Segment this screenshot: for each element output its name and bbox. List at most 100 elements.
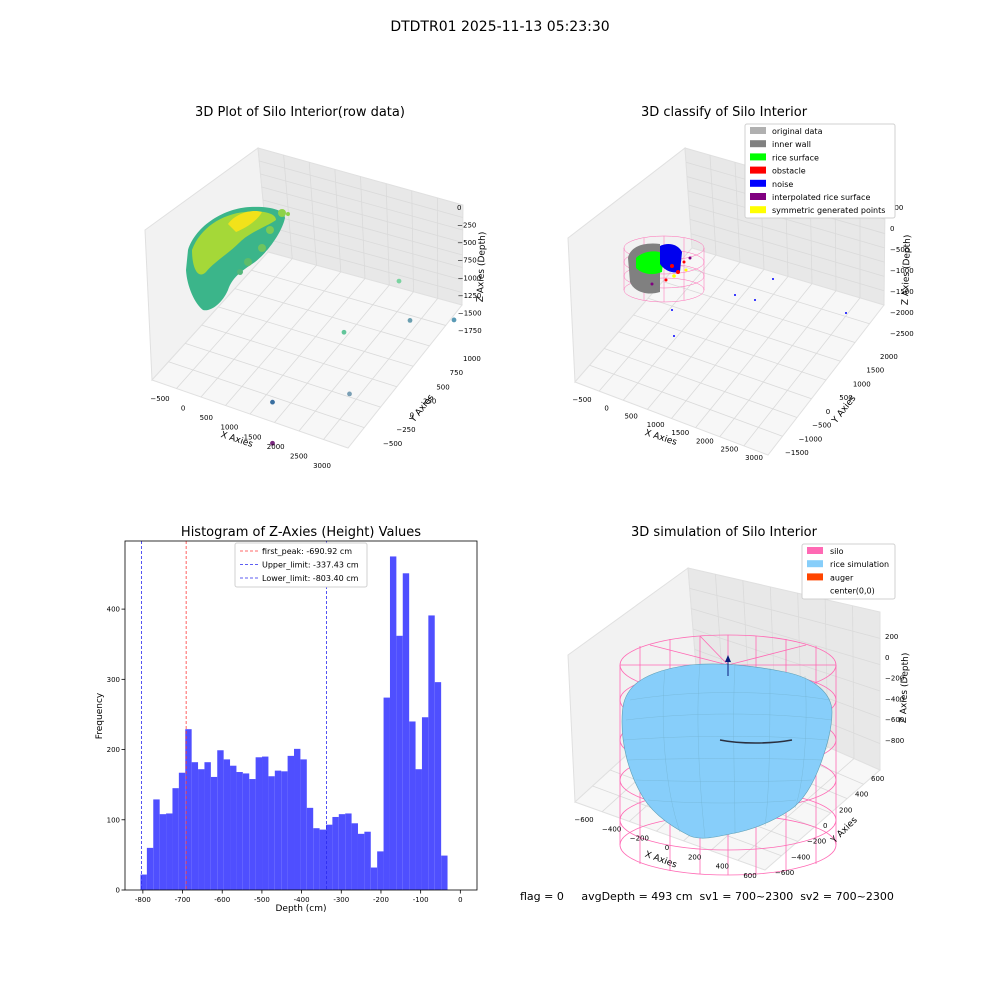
- classify-ytick-label: −1500: [785, 449, 809, 457]
- sim-auger: [719, 739, 793, 744]
- hist-yticks: 0 100 200 300 400: [107, 606, 125, 895]
- classify-xtick-label: 2500: [721, 446, 739, 454]
- raw-ztick-label: −1750: [458, 327, 482, 335]
- sim-zticks: 200 0 −200 −400 −600 −800: [885, 633, 904, 745]
- classify-obstacle-points: [664, 260, 686, 282]
- classify-legend-swatch: [750, 179, 766, 187]
- hist-xtick-label: -300: [333, 896, 349, 904]
- raw-outlier-point: [270, 399, 275, 405]
- hist-xtick-label: -800: [135, 896, 151, 904]
- hist-bar: [146, 847, 154, 890]
- hist-xtick-label: -700: [175, 896, 191, 904]
- panel-classify-3d: 3D classify of Silo Interior: [567, 105, 914, 462]
- classify-legend-label: symmetric generated points: [772, 206, 885, 215]
- sim-title: 3D simulation of Silo Interior: [631, 525, 818, 540]
- raw-cloud-spot: [237, 269, 243, 275]
- hist-bar: [140, 874, 147, 890]
- sim-legend-label: rice simulation: [830, 560, 889, 569]
- raw-ztick-label: −1000: [458, 274, 482, 282]
- classify-xtick-label: 3000: [745, 454, 763, 462]
- classify-ytick-label: 500: [839, 394, 852, 402]
- raw-xtick-label: 2000: [267, 443, 285, 451]
- classify-legend-swatch: [750, 153, 766, 161]
- raw-xtick-label: 1000: [221, 424, 239, 432]
- hist-ytick-label: 200: [107, 746, 120, 754]
- hist-bar: [236, 772, 243, 890]
- raw-xtick-label: 0: [181, 405, 185, 413]
- classify-ztick-label: 0: [890, 225, 894, 233]
- classify-ytick-label: 1000: [853, 380, 871, 388]
- hist-bar: [428, 615, 435, 890]
- classify-legend-swatch: [750, 166, 766, 174]
- raw-xtick-label: 2500: [290, 452, 308, 460]
- panel-raw-3d: 3D Plot of Silo Interior(row data) −5000…: [144, 105, 488, 470]
- hist-bar: [204, 762, 211, 890]
- classify-xtick-label: 500: [624, 413, 637, 421]
- hist-bar: [357, 833, 365, 890]
- raw-outlier-point: [407, 318, 413, 323]
- classify-ztick-label: −2500: [890, 330, 914, 338]
- classify-legend-label: rice surface: [772, 153, 819, 162]
- hist-bar: [421, 717, 429, 890]
- raw-xtick-label: 3000: [313, 462, 331, 470]
- raw-outlier-point: [270, 440, 275, 446]
- hist-bar: [153, 799, 160, 890]
- hist-bar: [217, 750, 224, 890]
- hist-axes-frame: [124, 540, 478, 891]
- raw-ztick-label: 0: [457, 204, 461, 212]
- raw-ytick-label: 250: [423, 398, 436, 406]
- hist-legend-label: first_peak: -690.92 cm: [262, 547, 352, 556]
- sim-legend-swatch: [807, 586, 823, 594]
- raw-gridlines: [168, 155, 463, 440]
- sim-zlabel: Z Axies (Depth): [899, 653, 911, 724]
- raw-ztick-label: −500: [457, 239, 476, 247]
- panel-histogram: Histogram of Z-Axies (Height) Values -80…: [95, 525, 478, 914]
- figure-suptitle: DTDTR01 2025-11-13 05:23:30: [390, 19, 609, 35]
- classify-legend-swatch: [750, 193, 766, 200]
- raw-ytick-label: 0: [410, 412, 414, 420]
- raw-panes: [144, 147, 464, 449]
- raw-cloud-spot: [244, 258, 252, 266]
- classify-title: 3D classify of Silo Interior: [641, 105, 808, 120]
- raw-outlier-point: [451, 317, 457, 323]
- raw-ytick-label: 1000: [463, 355, 481, 363]
- sim-rice-surface: [621, 663, 833, 839]
- raw-outlier-points: [270, 278, 457, 446]
- classify-noise-scatter: [671, 278, 847, 337]
- hist-bar: [178, 772, 186, 890]
- hist-bar: [332, 816, 339, 890]
- sim-ytick-label: 0: [823, 822, 827, 830]
- hist-legend-frame: [234, 542, 368, 588]
- sim-ytick-label: 600: [871, 775, 884, 783]
- classify-ytick-label: −1000: [799, 435, 823, 443]
- panel-simulation-3d: 3D simulation of Silo Interior: [567, 525, 911, 880]
- hist-ytick-label: 0: [116, 887, 120, 895]
- sim-xtick-label: 400: [716, 863, 729, 871]
- hist-xtick-label: -200: [373, 896, 389, 904]
- hist-bar: [262, 756, 269, 890]
- hist-bar: [242, 773, 250, 890]
- classify-legend-label: inner wall: [772, 140, 811, 149]
- raw-pane-floor: [151, 251, 463, 449]
- sim-legend-label: silo: [830, 547, 844, 556]
- classify-xtick-label: 2000: [696, 437, 714, 445]
- hist-bar: [281, 771, 288, 890]
- sim-legend-label: auger: [830, 573, 854, 582]
- sim-xlabel: X Axies: [643, 850, 678, 871]
- hist-legend: first_peak: -690.92 cm Upper_limit: -337.…: [234, 542, 368, 588]
- raw-ztick-label: −1250: [458, 292, 482, 300]
- classify-ztick-label: −1500: [890, 288, 914, 296]
- sim-ytick-label: −400: [791, 853, 810, 861]
- hist-title: Histogram of Z-Axies (Height) Values: [181, 525, 421, 540]
- classify-legend-label: noise: [772, 180, 793, 189]
- hist-bar: [313, 828, 320, 890]
- hist-legend-label: Upper_limit: -337.43 cm: [262, 561, 359, 570]
- sim-ytick-label: −600: [775, 869, 794, 877]
- raw-xtick-label: 1500: [244, 433, 262, 441]
- classify-xtick-label: −500: [572, 396, 591, 404]
- classify-ztick-label: −1000: [890, 267, 914, 275]
- classify-legend-swatch: [750, 206, 766, 214]
- classify-interpolated-points: [650, 256, 692, 286]
